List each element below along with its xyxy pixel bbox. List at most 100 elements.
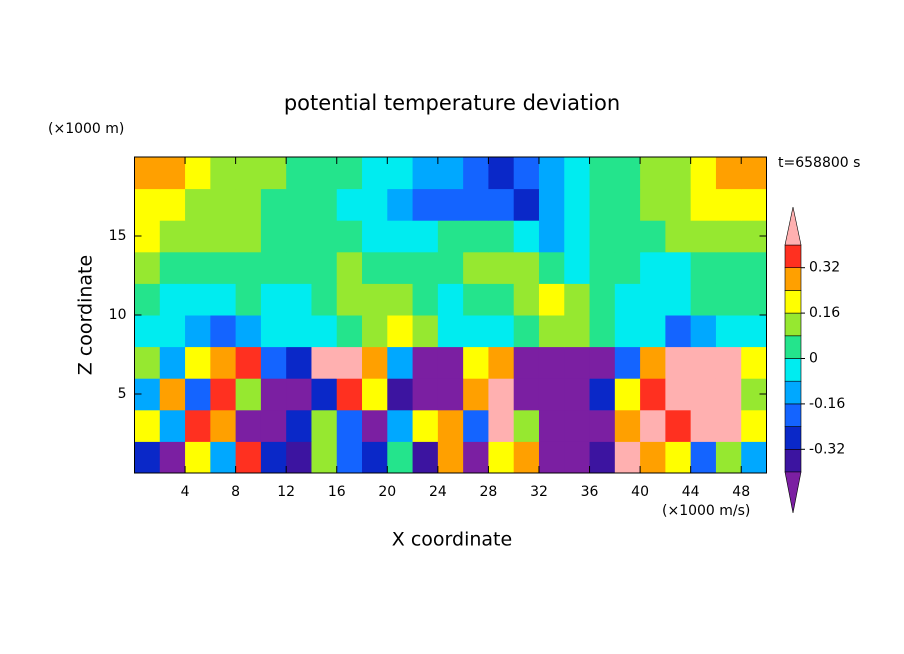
field-cell — [260, 220, 287, 253]
field-cell — [260, 378, 287, 411]
field-cell — [185, 283, 211, 316]
colorbar-tick-label: 0.16 — [809, 305, 840, 321]
field-cell — [614, 315, 641, 348]
field-cell — [412, 188, 439, 221]
field-cell — [134, 346, 161, 379]
y-axis-label: Z coordinate — [75, 255, 97, 375]
field-cell — [741, 283, 767, 316]
field-cell — [589, 188, 616, 221]
field-cell — [260, 441, 287, 474]
field-cell — [336, 283, 363, 316]
field-cell — [715, 378, 742, 411]
colorbar-bin — [784, 290, 802, 314]
field-cell — [665, 441, 692, 474]
field-cell — [690, 441, 717, 474]
field-cell — [640, 251, 666, 284]
field-cell — [412, 157, 439, 190]
field-cell — [715, 251, 742, 284]
x-tick-label: 28 — [480, 484, 498, 500]
field-cell — [362, 283, 388, 316]
field-cell — [690, 409, 717, 442]
field-cell — [564, 315, 591, 348]
field-cell — [665, 346, 692, 379]
field-cell — [286, 378, 312, 411]
field-cell — [387, 441, 414, 474]
field-cell — [741, 188, 767, 221]
field-cell — [260, 346, 287, 379]
field-cell — [614, 441, 641, 474]
field-cell — [538, 378, 565, 411]
y-tick-label: 10 — [109, 307, 127, 323]
field-cell — [640, 220, 666, 253]
colorbar-bin — [784, 426, 802, 450]
field-cell — [210, 409, 237, 442]
field-cell — [640, 283, 666, 316]
field-cell — [286, 220, 312, 253]
field-cell — [387, 283, 414, 316]
field-cell — [235, 251, 262, 284]
field-cell — [690, 378, 717, 411]
field-cell — [235, 346, 262, 379]
field-cell — [488, 283, 515, 316]
field-cell — [311, 251, 338, 284]
field-cell — [311, 188, 338, 221]
field-cell — [387, 346, 414, 379]
field-cell — [665, 378, 692, 411]
field-cell — [362, 441, 388, 474]
field-cell — [134, 251, 161, 284]
field-cell — [463, 188, 489, 221]
colorbar-bin — [784, 267, 802, 291]
field-cell — [741, 251, 767, 284]
colorbar: -0.32 -0.16 0 0.16 0.32 — [784, 206, 845, 514]
y-tick-label: 5 — [118, 386, 127, 402]
field-cell — [412, 346, 439, 379]
field-cell — [488, 188, 515, 221]
field-cell — [286, 157, 312, 190]
field-cell — [362, 188, 388, 221]
field-cell — [235, 188, 262, 221]
field-cell — [336, 315, 363, 348]
field-cell — [134, 315, 161, 348]
field-cell — [538, 441, 565, 474]
field-cell — [665, 220, 692, 253]
field-cell — [589, 157, 616, 190]
annotation: t=658800 s — [778, 155, 860, 171]
field-cell — [690, 188, 717, 221]
field-cell — [513, 188, 540, 221]
colorbar-under — [784, 471, 802, 514]
field-cell — [741, 157, 767, 190]
field-cell — [412, 283, 439, 316]
field-cell — [387, 157, 414, 190]
x-unit: (×1000 m/s) — [662, 503, 750, 519]
field-cell — [336, 346, 363, 379]
field-cell — [159, 220, 186, 253]
field-cell — [286, 409, 312, 442]
field-cell — [690, 346, 717, 379]
field-cell — [463, 220, 489, 253]
field-cell — [589, 251, 616, 284]
field-cell — [538, 251, 565, 284]
x-tick-label: 24 — [429, 484, 447, 500]
field-cell — [210, 346, 237, 379]
field-cell — [589, 346, 616, 379]
field-cell — [362, 251, 388, 284]
field-cell — [159, 251, 186, 284]
field-cell — [665, 283, 692, 316]
field-cell — [665, 188, 692, 221]
field-cell — [437, 346, 464, 379]
field-cell — [665, 315, 692, 348]
field-cell — [513, 283, 540, 316]
field-cell — [311, 220, 338, 253]
field-cell — [488, 315, 515, 348]
field-cell — [690, 283, 717, 316]
colorbar-tick-label: -0.32 — [809, 441, 845, 457]
x-tick-label: 16 — [328, 484, 346, 500]
y-tick-label: 15 — [109, 228, 127, 244]
field-cell — [336, 441, 363, 474]
field-cell — [715, 441, 742, 474]
field-cell — [690, 251, 717, 284]
field-cell — [589, 441, 616, 474]
field-cell — [235, 283, 262, 316]
field-cell — [185, 378, 211, 411]
